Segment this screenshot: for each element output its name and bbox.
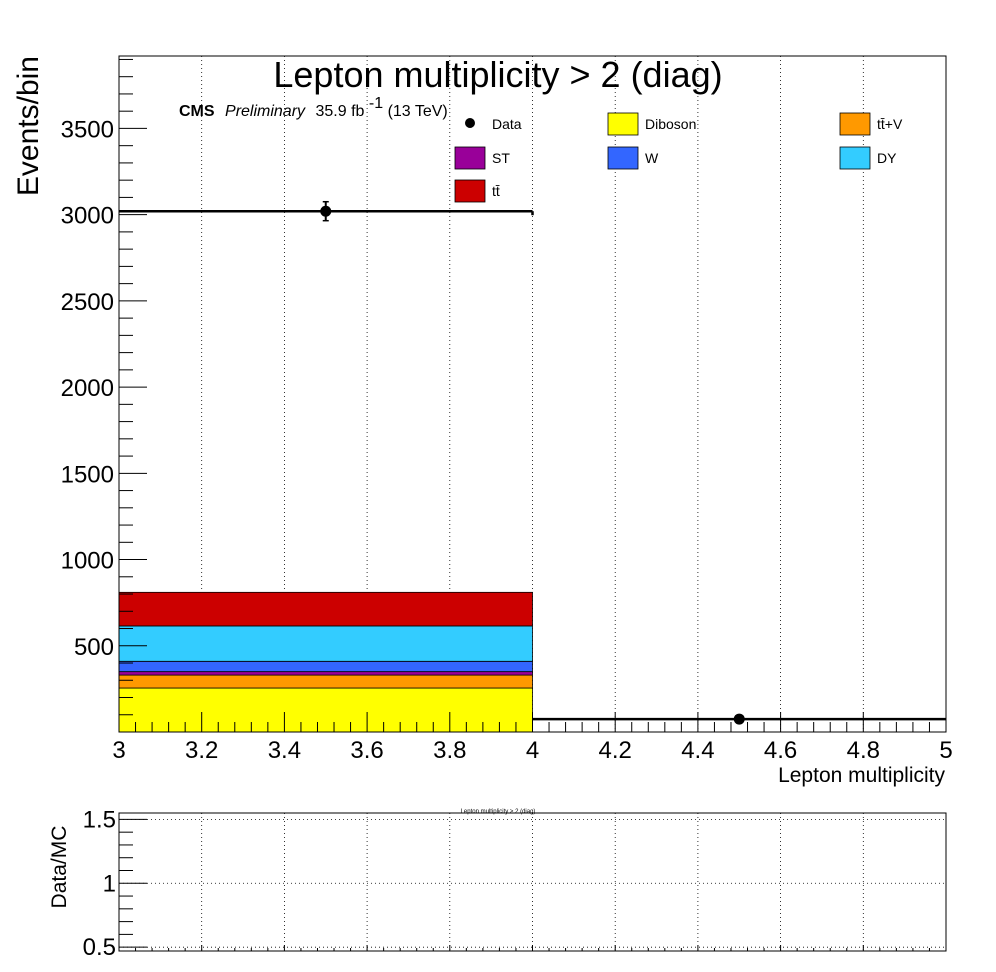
legend-label: Data bbox=[492, 116, 522, 132]
legend-label: ST bbox=[492, 150, 510, 166]
ratio-grid bbox=[119, 813, 946, 951]
ratio-y-axis-label: Data/MC bbox=[48, 826, 71, 909]
x-axis-ticks: 3 3.2 3.4 3.6 3.8 4 4.2 4.4 4.6 4.8 5 bbox=[112, 712, 953, 764]
y-axis-ticks: 500 1000 1500 2000 2500 3000 3500 bbox=[61, 58, 147, 716]
data-point bbox=[320, 205, 332, 217]
legend-swatch bbox=[607, 112, 639, 136]
legend-swatch bbox=[454, 146, 486, 170]
y-tick-label: 2500 bbox=[61, 289, 114, 316]
y-tick-label: 1000 bbox=[61, 548, 114, 575]
data-points bbox=[320, 200, 745, 725]
legend-swatch bbox=[607, 146, 639, 170]
cms-label: CMS Preliminary 35.9 fb -1 (13 TeV) bbox=[179, 95, 448, 120]
legend: Data Diboson tt̄+V ST W DY tt̄ bbox=[454, 112, 903, 203]
x-tick-label: 4.4 bbox=[681, 737, 714, 764]
legend-item: Diboson bbox=[607, 112, 696, 136]
bar-segment bbox=[118, 625, 533, 662]
ratio-y-tick-label: 1 bbox=[103, 870, 116, 897]
x-tick-label: 5 bbox=[939, 737, 952, 764]
cms-label-bold: CMS bbox=[179, 103, 215, 120]
legend-label: tt̄+V bbox=[877, 116, 903, 132]
legend-item: ST bbox=[454, 146, 510, 170]
energy-label: (13 TeV) bbox=[388, 103, 448, 120]
bar-segment bbox=[118, 687, 533, 733]
y-tick-label: 3500 bbox=[61, 116, 114, 143]
bar-segment bbox=[118, 671, 533, 676]
legend-item: W bbox=[607, 146, 659, 170]
x-tick-label: 4.6 bbox=[764, 737, 797, 764]
legend-item: tt̄ bbox=[454, 179, 500, 203]
x-tick-label: 3.2 bbox=[185, 737, 218, 764]
bar-segment bbox=[118, 660, 533, 673]
y-axis-label: Events/bin bbox=[12, 56, 45, 196]
legend-label: tt̄ bbox=[492, 183, 500, 199]
legend-marker bbox=[465, 118, 475, 128]
cms-label-italic: Preliminary bbox=[225, 103, 306, 120]
legend-item: tt̄+V bbox=[839, 112, 903, 136]
y-tick-label: 2000 bbox=[61, 375, 114, 402]
y-tick-label: 500 bbox=[74, 634, 114, 661]
stacked-bars bbox=[118, 591, 533, 733]
x-tick-label: 3 bbox=[112, 737, 125, 764]
x-tick-label: 3.4 bbox=[268, 737, 301, 764]
legend-swatch bbox=[454, 179, 486, 203]
x-tick-label: 4 bbox=[526, 737, 539, 764]
data-point bbox=[733, 713, 745, 725]
bar-segment bbox=[118, 591, 533, 627]
legend-swatch bbox=[839, 112, 871, 136]
legend-label: DY bbox=[877, 150, 897, 166]
x-axis-label: Lepton multiplicity bbox=[778, 764, 945, 787]
legend-swatch bbox=[839, 146, 871, 170]
x-tick-label: 4.8 bbox=[847, 737, 880, 764]
y-tick-label: 3000 bbox=[61, 203, 114, 230]
ratio-title: Lepton multiplicity > 2 (diag) bbox=[461, 809, 536, 815]
x-tick-label: 4.2 bbox=[599, 737, 632, 764]
legend-label: W bbox=[645, 150, 659, 166]
lumi-label: 35.9 fb bbox=[315, 103, 364, 120]
ratio-y-tick-label: 0.5 bbox=[83, 934, 116, 961]
y-tick-label: 1500 bbox=[61, 461, 114, 488]
chart-title: Lepton multiplicity > 2 (diag) bbox=[273, 54, 722, 95]
legend-label: Diboson bbox=[645, 116, 696, 132]
x-tick-label: 3.8 bbox=[433, 737, 466, 764]
ratio-y-tick-label: 1.5 bbox=[83, 806, 116, 833]
legend-item: Data bbox=[465, 116, 522, 132]
lumi-exponent: -1 bbox=[369, 95, 383, 112]
bar-segment bbox=[118, 674, 533, 689]
ratio-axis-ticks: 0.5 1 1.5 bbox=[83, 806, 947, 961]
legend-item: DY bbox=[839, 146, 897, 170]
x-tick-label: 3.6 bbox=[350, 737, 383, 764]
